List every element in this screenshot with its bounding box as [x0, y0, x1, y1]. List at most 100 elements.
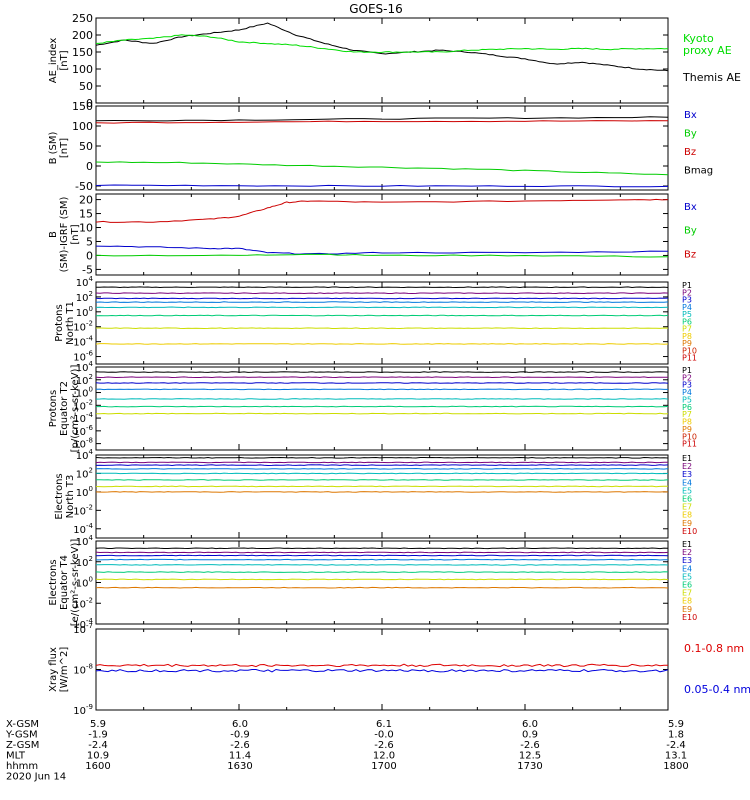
series-line-e7 [95, 578, 669, 581]
x-row-value: 1630 [227, 761, 252, 772]
y-tick-label: 102 [76, 373, 93, 387]
legend-p10: P10 [682, 346, 697, 355]
x-row-value: 6.0 [232, 719, 248, 730]
legend-e7: E7 [682, 503, 692, 512]
y-tick-label: 10 [79, 222, 93, 235]
series-line-bx [95, 184, 669, 188]
panel-frame [95, 366, 669, 451]
series-line-p3 [95, 297, 669, 300]
y-tick-label: -50 [75, 180, 93, 193]
series-line-p2 [95, 376, 669, 379]
series-line-e2 [95, 461, 669, 464]
x-row-label-y-gsm: Y-GSM [5, 730, 38, 741]
series-line-e4 [96, 558, 668, 561]
legend-e7: E7 [682, 589, 692, 598]
legend-e4: E4 [682, 564, 692, 573]
legend-p3: P3 [682, 296, 692, 305]
panel-7: ElectronsEquator T4[e/(cm²-s-sr-keV)] [48, 539, 669, 627]
y-axis-label: ElectronsEquator T4[e/(cm²-s-sr-keV)] [48, 539, 81, 627]
y-tick-label: 50 [79, 140, 93, 153]
series-line-bx [95, 245, 669, 255]
legend-e8: E8 [682, 597, 692, 606]
y-tick-label: 10-9 [73, 703, 93, 717]
legend-p6: P6 [682, 317, 692, 326]
series-line-e8 [95, 491, 669, 493]
y-tick-label: 10-6 [73, 350, 93, 364]
series-line-p3 [95, 382, 669, 384]
plot-date: 2020 Jun 14 [6, 772, 66, 783]
series-line-themis-ae [95, 22, 669, 72]
legend-e6: E6 [682, 495, 692, 504]
series-line-p1 [95, 371, 669, 373]
legend-kyoto-proxy-ae: Kyoto proxy AE [683, 32, 732, 57]
x-row-value: 6.0 [522, 719, 538, 730]
y-tick-label: 10-4 [73, 617, 93, 631]
series-line-p7 [95, 412, 669, 415]
x-row-label-x-gsm: X-GSM [6, 719, 39, 730]
legend-e4: E4 [682, 478, 692, 487]
y-axis-label: ElectronsNorth T3 [54, 473, 76, 519]
panel-frame [95, 17, 669, 104]
y-axis-label: Xray flux[W/m^2] [48, 647, 70, 693]
x-row-value: -1.9 [88, 730, 108, 741]
legend-p7: P7 [682, 325, 692, 334]
series-line-e6 [96, 479, 669, 481]
legend-themis-ae: Themis AE [682, 71, 741, 84]
legend-p4: P4 [682, 303, 692, 312]
y-axis-label: ProtonsEquator T2[p/(cm²-s-sr-keV)] [48, 365, 81, 453]
y-tick-label: 104 [76, 448, 94, 462]
x-row-value: -0.0 [374, 730, 394, 741]
panel-8: Xray flux[W/m^2] [48, 628, 669, 711]
y-tick-label: 104 [76, 360, 94, 374]
series-line-p4 [95, 301, 669, 303]
series-line-p2 [95, 292, 669, 295]
x-row-value: 1.8 [668, 730, 684, 741]
y-tick-label: 10-2 [73, 503, 93, 517]
y-tick-label: 102 [76, 466, 93, 480]
y-tick-label: 100 [76, 485, 93, 499]
legend-xray-short: 0.05-0.4 nm [684, 683, 750, 696]
legend-bx: Bx [684, 202, 697, 213]
x-row-label-z-gsm: Z-GSM [6, 740, 39, 751]
y-tick-label: 0 [86, 249, 93, 262]
x-row-value: 1700 [371, 761, 396, 772]
x-row-value: 12.5 [519, 751, 541, 762]
x-row-value: 5.9 [668, 719, 684, 730]
series-line-e5 [96, 564, 669, 566]
y-axis-label: AE_index[nT] [48, 38, 70, 84]
x-row-value: 11.4 [229, 751, 251, 762]
legend-e8: E8 [682, 511, 692, 520]
x-row-value: 1600 [85, 761, 110, 772]
series-line-p4 [95, 388, 668, 391]
series-line-by [95, 253, 669, 258]
series-line-p7 [96, 327, 669, 330]
panel-2: B (SM)[nT] [48, 105, 669, 191]
legend-bx: Bx [684, 110, 697, 121]
x-row-value: 13.1 [665, 751, 687, 762]
legend-bz: Bz [684, 147, 696, 158]
panel-frame [95, 540, 669, 625]
series-line-e7 [95, 485, 669, 488]
y-tick-label: 20 [79, 194, 93, 207]
series-line-e5 [96, 472, 669, 475]
series-line-p5 [95, 398, 669, 400]
legend-e1: E1 [682, 540, 692, 549]
legend-bz: Bz [684, 249, 696, 260]
y-tick-label: 0 [86, 97, 93, 110]
y-tick-label: 150 [72, 46, 93, 59]
y-tick-label: 100 [72, 63, 93, 76]
x-row-value: 1800 [663, 761, 688, 772]
y-tick-label: 104 [76, 275, 94, 289]
legend-e3: E3 [682, 470, 692, 479]
legend-e3: E3 [682, 556, 692, 565]
legend-e1: E1 [682, 454, 692, 463]
panel-3: B(SM)-IGRF (SM)[nT] [48, 193, 669, 276]
series-line-e1 [95, 547, 669, 550]
y-axis-label: ProtonsNorth T1 [54, 301, 76, 345]
legend-p8: P8 [682, 418, 692, 427]
legend-bmag: Bmag [684, 166, 713, 177]
y-tick-label: -5 [82, 263, 93, 276]
legend-p5: P5 [682, 310, 692, 319]
series-line-e3 [95, 464, 669, 467]
x-row-value: 5.9 [90, 719, 106, 730]
